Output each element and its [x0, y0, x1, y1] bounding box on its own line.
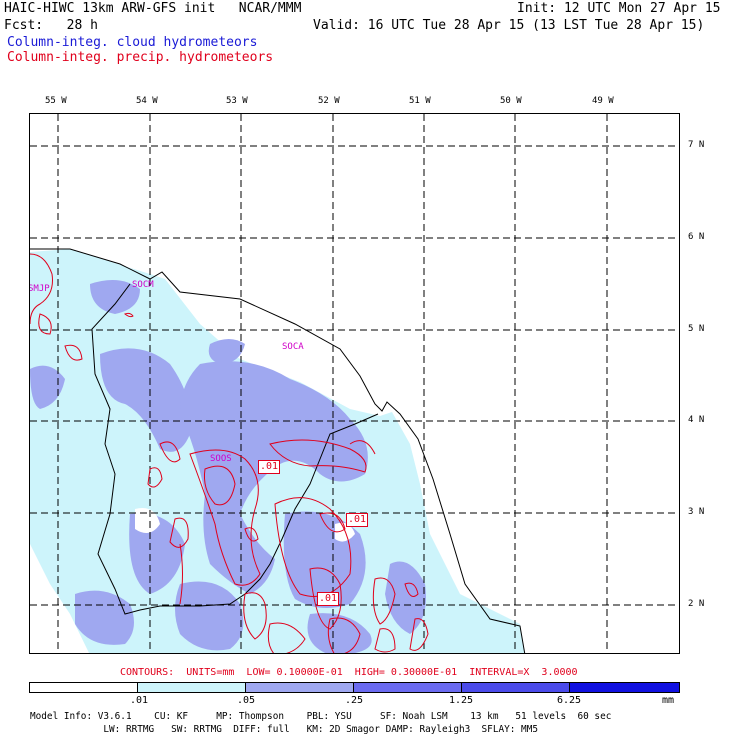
colorbar-tick: .01: [130, 695, 149, 706]
field-cloud-label: Column-integ. cloud hydrometeors: [7, 35, 258, 50]
colorbar-segment: [29, 682, 138, 693]
lat-label: 7 N: [688, 140, 705, 150]
colorbar-tick: 6.25: [557, 695, 582, 706]
valid-time: Valid: 16 UTC Tue 28 Apr 15 (13 LST Tue …: [313, 18, 705, 33]
lon-label: 51 W: [409, 96, 431, 106]
lon-label: 54 W: [136, 96, 158, 106]
lon-label: 55 W: [45, 96, 67, 106]
colorbar-segment: [137, 682, 246, 693]
lon-label: 52 W: [318, 96, 340, 106]
precip-contours: [30, 253, 429, 653]
station-label-socm: SOCM: [132, 280, 154, 290]
field-precip-label: Column-integ. precip. hydrometeors: [7, 50, 274, 65]
colorbar-tick: .05: [237, 695, 256, 706]
colorbar-unit: mm: [662, 695, 675, 706]
station-label-soos: SOOS: [210, 454, 232, 464]
lat-label: 4 N: [688, 415, 705, 425]
map-canvas: [30, 114, 679, 653]
lon-label: 53 W: [226, 96, 248, 106]
init-time: Init: 12 UTC Mon 27 Apr 15: [517, 1, 721, 16]
lon-label: 49 W: [592, 96, 614, 106]
lat-label: 2 N: [688, 599, 705, 609]
lon-label: 50 W: [500, 96, 522, 106]
colorbar-tick: 1.25: [449, 695, 474, 706]
contour-label: .01: [258, 460, 281, 474]
model-info-line1: Model Info: V3.6.1 CU: KF MP: Thompson P…: [30, 711, 612, 722]
coastline: [30, 248, 526, 653]
contour-label: .01: [346, 513, 369, 527]
colorbar-segment: [569, 682, 680, 693]
map-panel[interactable]: SMJP SOCM SOCA SOOS .01 .01 .01: [29, 113, 680, 654]
colorbar-tick: .25: [345, 695, 364, 706]
contour-label: .01: [317, 592, 340, 606]
forecast-hour: Fcst: 28 h: [4, 18, 98, 33]
lat-label: 5 N: [688, 324, 705, 334]
colorbar-segment: [461, 682, 570, 693]
model-info-line2: LW: RRTMG SW: RRTMG DIFF: full KM: 2D Sm…: [30, 724, 538, 735]
lat-label: 6 N: [688, 232, 705, 242]
model-title: HAIC-HIWC 13km ARW-GFS init NCAR/MMM: [4, 1, 302, 16]
station-label-soca: SOCA: [282, 342, 304, 352]
colorbar-segment: [353, 682, 462, 693]
lat-label: 3 N: [688, 507, 705, 517]
colorbar-segment: [245, 682, 354, 693]
contours-info: CONTOURS: UNITS=mm LOW= 0.10000E-01 HIGH…: [120, 667, 578, 678]
station-label-smjp: SMJP: [29, 284, 50, 294]
